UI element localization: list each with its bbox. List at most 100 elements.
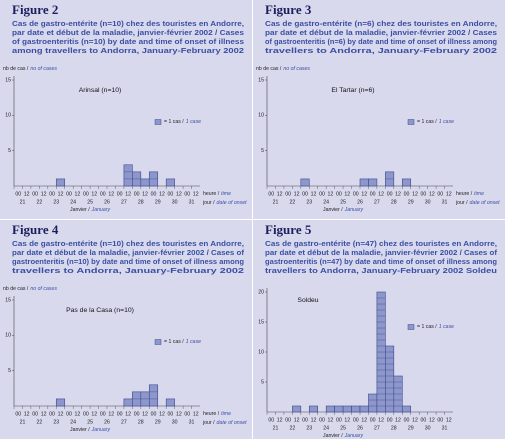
x-hour-axis-label-fr: heure / xyxy=(203,411,220,417)
x-hour-label: 00 xyxy=(83,191,89,197)
y-tick-label: 10 xyxy=(258,113,264,119)
x-hour-label: 00 xyxy=(168,411,174,417)
x-hour-label: 00 xyxy=(83,411,89,417)
caption-line: Cas de gastro-entérite (n=10) chez des t… xyxy=(12,239,244,248)
x-date-label: 27 xyxy=(374,199,380,205)
bar xyxy=(342,405,352,413)
x-hour-label: 12 xyxy=(193,191,199,197)
bar xyxy=(368,393,378,413)
bar xyxy=(123,398,133,407)
x-date-label: 21 xyxy=(273,425,279,431)
y-axis-label-en: no of cases xyxy=(30,286,57,292)
x-month-label-fr: Janvier / xyxy=(70,207,90,213)
x-date-label: 24 xyxy=(70,199,76,205)
x-day-axis-label-en: date of onset xyxy=(217,200,248,206)
legend-label-en: 1 case xyxy=(439,119,454,125)
bar xyxy=(308,405,319,413)
legend-swatch xyxy=(154,119,162,125)
x-date-label: 24 xyxy=(323,199,329,205)
x-hour-label: 12 xyxy=(446,417,452,423)
bar xyxy=(55,398,66,407)
legend-swatch xyxy=(154,339,162,345)
x-hour-label: 12 xyxy=(412,417,418,423)
x-hour-label: 00 xyxy=(285,191,291,197)
x-day-axis-label-fr: jour / xyxy=(202,200,215,206)
bar xyxy=(359,405,369,413)
x-date-label: 24 xyxy=(323,425,329,431)
x-hour-label: 12 xyxy=(277,191,283,197)
x-hour-axis-label-en: time xyxy=(474,191,484,197)
x-hour-label: 00 xyxy=(32,191,38,197)
x-hour-axis-label-fr: heure / xyxy=(456,191,473,197)
x-hour-label: 00 xyxy=(184,191,190,197)
x-hour-label: 00 xyxy=(134,411,140,417)
figure-label: Figure 4 xyxy=(12,222,59,237)
x-date-label: 29 xyxy=(408,425,414,431)
legend-label-en: 1 case xyxy=(186,119,201,125)
x-hour-axis-label-en: time xyxy=(221,411,231,417)
y-axis-label-en: no of cases xyxy=(30,66,57,72)
x-hour-label: 12 xyxy=(395,417,401,423)
chart-subtitle: Pas de la Casa (n=10) xyxy=(66,307,134,314)
bar xyxy=(300,178,310,187)
x-hour-label: 12 xyxy=(142,191,148,197)
x-hour-label: 12 xyxy=(446,191,452,197)
legend-label-fr: = 1 cas / xyxy=(417,324,437,330)
x-hour-label: 00 xyxy=(66,411,72,417)
x-hour-label: 00 xyxy=(134,191,140,197)
bar xyxy=(334,405,344,413)
x-day-axis-label-fr: jour / xyxy=(455,200,468,206)
x-hour-label: 12 xyxy=(24,191,30,197)
x-date-label: 28 xyxy=(138,199,144,205)
x-date-label: 23 xyxy=(306,199,312,205)
legend-label: = 1 cas /1 case xyxy=(164,339,201,345)
x-date-label: 28 xyxy=(138,419,144,425)
x-date-label: 25 xyxy=(340,425,346,431)
caption-line: travellers to Andorra, January-February … xyxy=(265,46,497,55)
bar xyxy=(148,384,159,407)
x-hour-label: 12 xyxy=(378,417,384,423)
x-hour-label: 00 xyxy=(387,417,393,423)
caption-line: Cas de gastro-entérite (n=47) chez des t… xyxy=(265,239,497,248)
x-day-axis-label-en: date of onset xyxy=(470,200,501,206)
x-month-label-fr: Janvier / xyxy=(323,207,343,213)
x-hour-label: 00 xyxy=(49,411,55,417)
x-hour-label: 12 xyxy=(159,411,165,417)
x-date-label: 25 xyxy=(340,199,346,205)
legend-label: = 1 cas /1 case xyxy=(164,119,201,125)
x-hour-label: 12 xyxy=(395,191,401,197)
x-hour-label: 12 xyxy=(311,417,317,423)
caption-line: Cas de gastro-entérite (n=10) chez des t… xyxy=(12,19,244,28)
caption-line: par date et début de la maladie, janvier… xyxy=(12,248,244,257)
y-tick-label: 5 xyxy=(261,148,264,154)
figure-panel: Figure 2 Cas de gastro-entérite (n=10) ch… xyxy=(0,0,252,219)
x-hour-label: 12 xyxy=(58,411,64,417)
x-hour-label: 12 xyxy=(429,417,435,423)
x-hour-label: 12 xyxy=(108,411,114,417)
x-hour-label: 12 xyxy=(344,191,350,197)
x-hour-label: 12 xyxy=(125,191,131,197)
x-date-label: 22 xyxy=(289,199,295,205)
caption-line: of gastroenteritis (n=10) by date and ti… xyxy=(12,37,244,46)
x-hour-label: 12 xyxy=(277,417,283,423)
figure-label: Figure 3 xyxy=(265,2,312,17)
caption-line: of gastroenteritis (n=6) by date and tim… xyxy=(265,37,497,46)
x-hour-label: 00 xyxy=(336,417,342,423)
x-hour-label: 00 xyxy=(151,191,157,197)
x-hour-label: 00 xyxy=(268,191,274,197)
x-date-label: 30 xyxy=(425,199,431,205)
x-hour-label: 00 xyxy=(437,191,443,197)
y-tick-label: 5 xyxy=(8,368,11,374)
x-date-label: 27 xyxy=(374,425,380,431)
bar xyxy=(351,405,361,413)
x-month-label-en: January xyxy=(344,207,364,213)
x-date-label: 23 xyxy=(306,425,312,431)
y-tick-label: 15 xyxy=(5,77,11,83)
x-hour-label: 00 xyxy=(100,191,106,197)
x-hour-label: 00 xyxy=(285,417,291,423)
figure-label: Figure 2 xyxy=(12,2,58,17)
legend-swatch xyxy=(407,119,415,125)
x-hour-label: 00 xyxy=(117,411,123,417)
